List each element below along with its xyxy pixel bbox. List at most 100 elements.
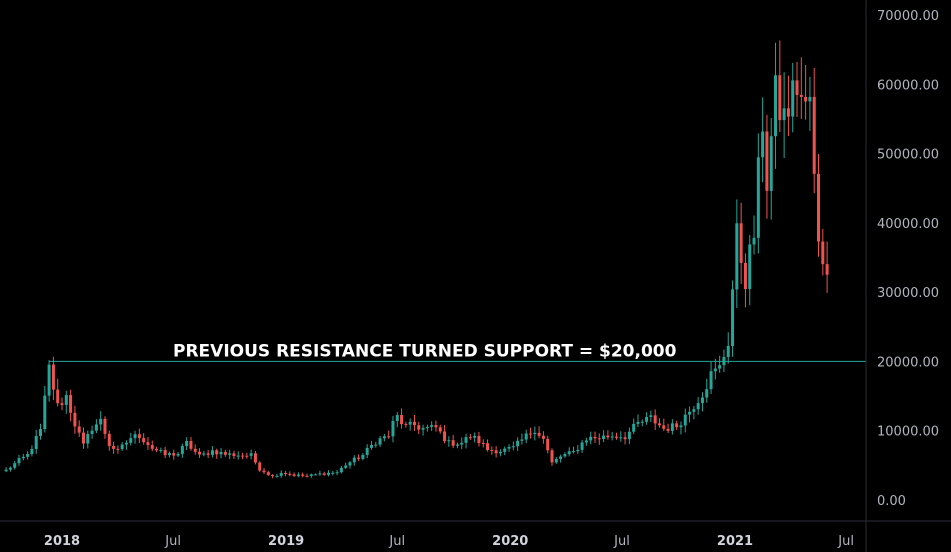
candle-up <box>309 473 313 478</box>
candle-body <box>546 438 550 451</box>
time-tick-label: Jul <box>164 534 181 549</box>
candle-body <box>253 453 257 463</box>
candle-down <box>795 62 799 117</box>
candle-down <box>107 430 111 451</box>
candle-body <box>640 421 644 423</box>
candle-body <box>215 450 219 455</box>
candle-body <box>799 94 803 97</box>
candle-body <box>99 418 103 425</box>
candle-body <box>296 474 300 476</box>
candle-body <box>90 430 94 434</box>
price-tick-label: 70000.00 <box>877 9 939 24</box>
candle-body <box>761 131 765 158</box>
candle-up <box>8 466 12 472</box>
candle-body <box>60 403 64 405</box>
candle-up <box>696 397 700 415</box>
candle-up <box>752 215 756 255</box>
candle-down <box>150 440 154 452</box>
candle-up <box>395 412 399 428</box>
candle-body <box>361 454 365 459</box>
candle-body <box>193 448 197 452</box>
candle-body <box>120 444 124 450</box>
candle-body <box>331 472 335 474</box>
candle-body <box>116 448 120 450</box>
candle-body <box>567 451 571 455</box>
price-tick-label: 30000.00 <box>877 286 939 301</box>
candle-body <box>232 453 236 457</box>
candle-down <box>301 472 305 478</box>
candle-up <box>464 433 468 449</box>
candle-body <box>314 474 318 476</box>
candle-up <box>576 445 580 454</box>
candle-up <box>408 418 412 431</box>
candle-up <box>228 449 232 460</box>
candle-up <box>369 440 373 450</box>
candle-up <box>296 472 300 478</box>
candle-body <box>434 425 438 428</box>
candle-down <box>193 444 197 455</box>
candle-body <box>688 411 692 415</box>
candle-body <box>185 441 189 447</box>
candle-body <box>155 448 159 451</box>
candle-body <box>309 474 313 476</box>
candle-up <box>378 435 382 447</box>
candle-down <box>400 408 404 429</box>
candle-body <box>795 80 799 95</box>
candle-up <box>365 444 369 459</box>
candle-body <box>662 425 666 429</box>
candle-up <box>589 431 593 445</box>
candle-down <box>412 414 416 431</box>
time-axis[interactable]: 2018 Jul 2019 Jul 2020 Jul 2021 Jul <box>44 534 854 549</box>
candle-up <box>210 446 214 458</box>
candle-body <box>13 463 17 468</box>
candle-down <box>116 445 120 454</box>
candle-body <box>26 454 30 457</box>
candle-up <box>726 332 730 364</box>
candle-up <box>761 97 765 183</box>
candle-down <box>550 448 554 466</box>
candle-down <box>486 439 490 452</box>
candle-body <box>821 241 825 265</box>
candle-body <box>335 472 339 474</box>
candle-body <box>288 473 292 475</box>
candle-body <box>198 451 202 455</box>
candle-up <box>352 455 356 466</box>
candle-up <box>279 470 283 478</box>
candle-body <box>107 433 111 447</box>
support-level-annotation: PREVIOUS RESISTANCE TURNED SUPPORT = $20… <box>173 341 677 361</box>
candle-body <box>692 409 696 412</box>
candle-down <box>223 449 227 457</box>
candle-up <box>731 280 735 357</box>
price-tick-label: 20000.00 <box>877 355 939 370</box>
candle-down <box>614 432 618 440</box>
candle-up <box>567 447 571 457</box>
candle-up <box>503 446 507 456</box>
candle-up <box>645 412 649 425</box>
candle-up <box>421 424 425 436</box>
candle-up <box>516 437 520 451</box>
price-axis[interactable]: 70000.00 60000.00 50000.00 40000.00 30000.00… <box>877 9 939 509</box>
candle-down <box>284 470 288 477</box>
candle-down <box>417 421 421 435</box>
candle-down <box>451 435 455 449</box>
candle-up <box>167 451 171 458</box>
candle-up <box>455 442 459 449</box>
candle-up <box>249 449 253 460</box>
candle-up <box>219 447 223 459</box>
candle-body <box>447 440 451 442</box>
candle-down <box>438 424 442 434</box>
candle-body <box>657 423 661 426</box>
candle-body <box>464 437 468 443</box>
candle-body <box>275 475 279 477</box>
candle-up <box>64 390 68 414</box>
candle-down <box>799 57 803 120</box>
candle-up <box>4 467 8 473</box>
candle-body <box>150 445 154 449</box>
candle-body <box>533 432 537 435</box>
candle-body <box>339 467 343 473</box>
candle-up <box>99 411 103 431</box>
candle-up <box>361 453 365 461</box>
candle-body <box>735 223 739 290</box>
candle-body <box>206 453 210 455</box>
